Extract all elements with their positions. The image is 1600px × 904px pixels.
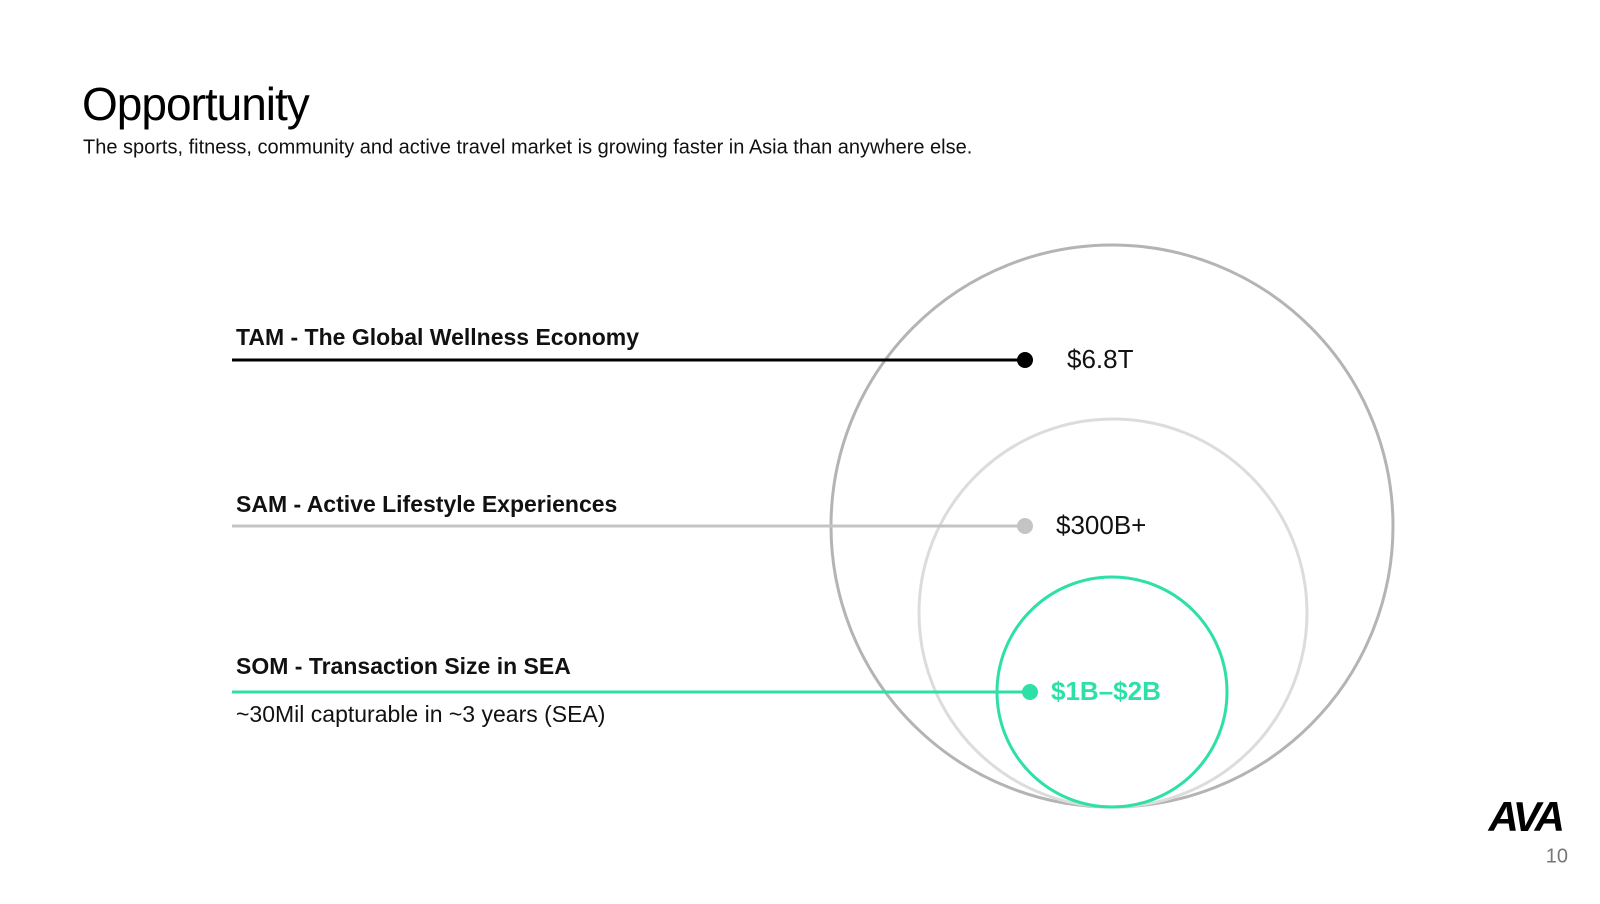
som-note: ~30Mil capturable in ~3 years (SEA) <box>236 701 605 727</box>
page-number: 10 <box>1546 845 1568 867</box>
subtitle: The sports, fitness, community and activ… <box>83 136 972 158</box>
som-dot <box>1022 684 1038 700</box>
title: Opportunity <box>82 78 310 130</box>
sam-value: $300B+ <box>1056 510 1146 540</box>
logo: AVA <box>1488 793 1563 840</box>
sam-dot <box>1017 518 1033 534</box>
tam-dot <box>1017 352 1033 368</box>
som-label: SOM - Transaction Size in SEA <box>236 653 571 679</box>
tam-value: $6.8T <box>1067 344 1134 374</box>
som-value: $1B–$2B <box>1051 676 1161 706</box>
sam-label: SAM - Active Lifestyle Experiences <box>236 491 617 517</box>
tam-label: TAM - The Global Wellness Economy <box>236 324 639 350</box>
